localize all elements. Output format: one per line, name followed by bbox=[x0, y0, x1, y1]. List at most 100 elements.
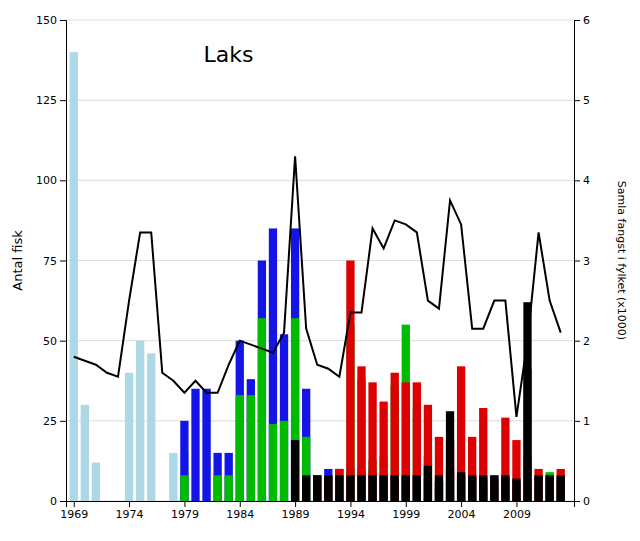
plot: 1969197419791984198919941999200420090255… bbox=[10, 14, 628, 521]
bar bbox=[280, 421, 288, 501]
bar bbox=[92, 501, 100, 502]
bar bbox=[158, 501, 166, 502]
bar bbox=[169, 501, 177, 502]
tick: 50 bbox=[43, 335, 66, 348]
tick: 25 bbox=[43, 415, 66, 428]
bar bbox=[557, 475, 565, 501]
bar bbox=[81, 501, 89, 502]
bar bbox=[557, 475, 565, 501]
bar bbox=[236, 395, 244, 501]
bar bbox=[313, 475, 321, 501]
bar bbox=[125, 501, 133, 502]
tick: 75 bbox=[43, 255, 66, 268]
bar bbox=[280, 501, 288, 502]
bar bbox=[125, 501, 133, 502]
bar bbox=[446, 411, 454, 501]
tick-mark bbox=[574, 20, 580, 21]
bar bbox=[147, 501, 155, 502]
bar bbox=[335, 475, 343, 501]
bar bbox=[269, 501, 277, 502]
bar bbox=[435, 437, 443, 501]
bar bbox=[70, 501, 78, 502]
axis-line bbox=[60, 21, 67, 502]
bar bbox=[114, 501, 122, 502]
bar-series bbox=[180, 228, 565, 501]
bar bbox=[391, 373, 399, 501]
bar bbox=[346, 475, 354, 501]
bar bbox=[546, 475, 554, 501]
tick-mark bbox=[574, 261, 580, 262]
bar bbox=[136, 501, 144, 502]
tick-mark bbox=[574, 421, 580, 422]
bar bbox=[468, 437, 476, 501]
bar bbox=[213, 475, 221, 501]
tick: 1999 bbox=[392, 501, 420, 521]
bar bbox=[169, 501, 177, 502]
axis-line bbox=[67, 502, 575, 508]
axis-line bbox=[575, 21, 581, 502]
tick-label: 25 bbox=[43, 415, 57, 428]
tick: 1989 bbox=[282, 501, 310, 521]
bar bbox=[313, 475, 321, 501]
grid-line bbox=[66, 20, 574, 21]
tick-label: 1969 bbox=[60, 508, 88, 521]
bar bbox=[180, 421, 188, 501]
bar bbox=[335, 475, 343, 501]
tick-mark bbox=[574, 501, 580, 502]
grid-line bbox=[66, 100, 574, 101]
tick-mark bbox=[60, 341, 66, 342]
bar bbox=[258, 501, 266, 502]
bar bbox=[468, 475, 476, 501]
bar bbox=[236, 501, 244, 502]
bar bbox=[247, 501, 255, 502]
bar bbox=[114, 501, 122, 502]
x-axis: 196919741979198419891994199920042009 bbox=[60, 501, 574, 521]
bar bbox=[479, 408, 487, 501]
tick: 1979 bbox=[171, 501, 199, 521]
bar bbox=[202, 501, 210, 502]
bar bbox=[413, 382, 421, 501]
bar bbox=[236, 501, 244, 502]
bar bbox=[379, 475, 387, 501]
tick: 2 bbox=[574, 335, 590, 348]
bar bbox=[70, 501, 78, 502]
bar bbox=[225, 453, 233, 501]
tick-label: 0 bbox=[50, 495, 57, 508]
tick-mark bbox=[350, 501, 351, 507]
bar bbox=[512, 440, 520, 501]
bar bbox=[269, 501, 277, 502]
tick-label: 1984 bbox=[226, 508, 254, 521]
bar bbox=[147, 353, 155, 501]
tick-label: 2004 bbox=[448, 508, 476, 521]
tick-label: 1994 bbox=[337, 508, 365, 521]
bar bbox=[136, 341, 144, 501]
tick-mark bbox=[406, 501, 407, 507]
bar bbox=[202, 389, 210, 501]
tick-label: 0 bbox=[583, 495, 590, 508]
bar bbox=[202, 501, 210, 502]
bar bbox=[357, 475, 365, 501]
tick: 1 bbox=[574, 415, 590, 428]
grid-line bbox=[66, 180, 574, 181]
bar bbox=[158, 501, 166, 502]
bar bbox=[103, 501, 111, 502]
bar bbox=[391, 475, 399, 501]
tick-mark bbox=[461, 501, 462, 507]
bar bbox=[413, 475, 421, 501]
bar bbox=[402, 475, 410, 501]
bar bbox=[191, 501, 199, 502]
bar bbox=[379, 402, 387, 501]
bar bbox=[147, 501, 155, 502]
tick-mark bbox=[240, 501, 241, 507]
tick-label: 6 bbox=[583, 14, 590, 27]
y-axis-title: Antal fisk bbox=[10, 230, 25, 291]
bar bbox=[424, 405, 432, 501]
bar bbox=[534, 469, 542, 501]
bar bbox=[70, 501, 78, 502]
bar bbox=[546, 475, 554, 501]
bar bbox=[324, 475, 332, 501]
bar bbox=[114, 501, 122, 502]
bar bbox=[258, 261, 266, 502]
tick: 4 bbox=[574, 174, 590, 187]
bar bbox=[70, 52, 78, 501]
